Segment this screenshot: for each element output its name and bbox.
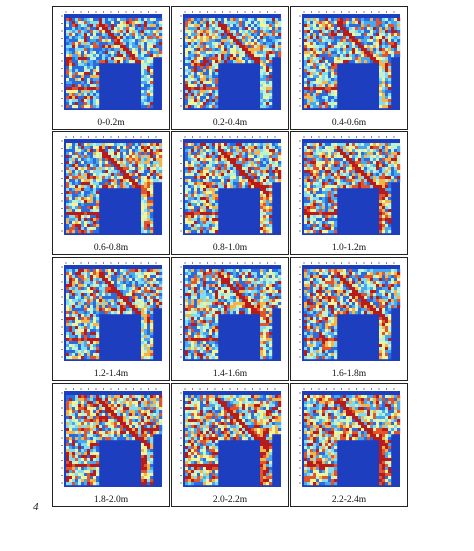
survey-area xyxy=(185,269,282,360)
page-number: 4 xyxy=(33,501,39,513)
depth-label: 0.4-0.6m xyxy=(331,118,367,128)
depth-slice-panel: 2.2-2.4m xyxy=(290,383,408,507)
gpr-slice-map xyxy=(180,262,282,361)
gpr-slice-map xyxy=(180,136,282,235)
depth-slice-panel: 0.8-1.0m xyxy=(171,131,289,255)
survey-area xyxy=(304,18,401,109)
survey-area xyxy=(185,395,282,486)
survey-area xyxy=(66,395,163,486)
depth-slice-panel: 0.6-0.8m xyxy=(52,131,170,255)
gpr-slice-map xyxy=(61,388,163,487)
axis-ticks xyxy=(180,262,276,358)
depth-label: 2.0-2.2m xyxy=(212,495,248,505)
depth-slice-panel: 0.2-0.4m xyxy=(171,6,289,130)
gpr-slice-map xyxy=(61,136,163,235)
survey-area xyxy=(304,143,401,234)
depth-label: 0.2-0.4m xyxy=(212,118,248,128)
survey-area xyxy=(185,143,282,234)
depth-label: 0.6-0.8m xyxy=(93,243,129,253)
depth-slice-panel: 2.0-2.2m xyxy=(171,383,289,507)
survey-area xyxy=(304,395,401,486)
depth-label: 0.8-1.0m xyxy=(212,243,248,253)
depth-slice-panel: 0-0.2m xyxy=(52,6,170,130)
axis-ticks xyxy=(61,262,157,358)
survey-area xyxy=(185,18,282,109)
gpr-slice-map xyxy=(61,11,163,110)
axis-ticks xyxy=(61,136,157,232)
axis-ticks xyxy=(299,11,395,107)
survey-area xyxy=(66,18,163,109)
depth-slice-panel: 1.2-1.4m xyxy=(52,257,170,381)
depth-slice-panel: 1.0-1.2m xyxy=(290,131,408,255)
depth-label: 1.6-1.8m xyxy=(331,369,367,379)
depth-slice-panel: 1.6-1.8m xyxy=(290,257,408,381)
depth-slice-panel: 1.8-2.0m xyxy=(52,383,170,507)
axis-ticks xyxy=(299,136,395,232)
gpr-slice-map xyxy=(61,262,163,361)
depth-slice-panel: 0.4-0.6m xyxy=(290,6,408,130)
gpr-slice-map xyxy=(299,136,401,235)
depth-label: 2.2-2.4m xyxy=(331,495,367,505)
gpr-slice-map xyxy=(180,388,282,487)
axis-ticks xyxy=(180,11,276,107)
axis-ticks xyxy=(180,388,276,484)
axis-ticks xyxy=(61,388,157,484)
depth-label: 0-0.2m xyxy=(97,118,125,128)
axis-ticks xyxy=(180,136,276,232)
depth-label: 1.0-1.2m xyxy=(331,243,367,253)
gpr-slice-map xyxy=(299,262,401,361)
depth-label: 1.8-2.0m xyxy=(93,495,129,505)
depth-label: 1.4-1.6m xyxy=(212,369,248,379)
axis-ticks xyxy=(299,388,395,484)
survey-area xyxy=(66,143,163,234)
survey-area xyxy=(304,269,401,360)
axis-ticks xyxy=(61,11,157,107)
gpr-slice-map xyxy=(180,11,282,110)
gpr-slice-map xyxy=(299,11,401,110)
depth-label: 1.2-1.4m xyxy=(93,369,129,379)
axis-ticks xyxy=(299,262,395,358)
depth-slice-panel: 1.4-1.6m xyxy=(171,257,289,381)
survey-area xyxy=(66,269,163,360)
gpr-slice-map xyxy=(299,388,401,487)
